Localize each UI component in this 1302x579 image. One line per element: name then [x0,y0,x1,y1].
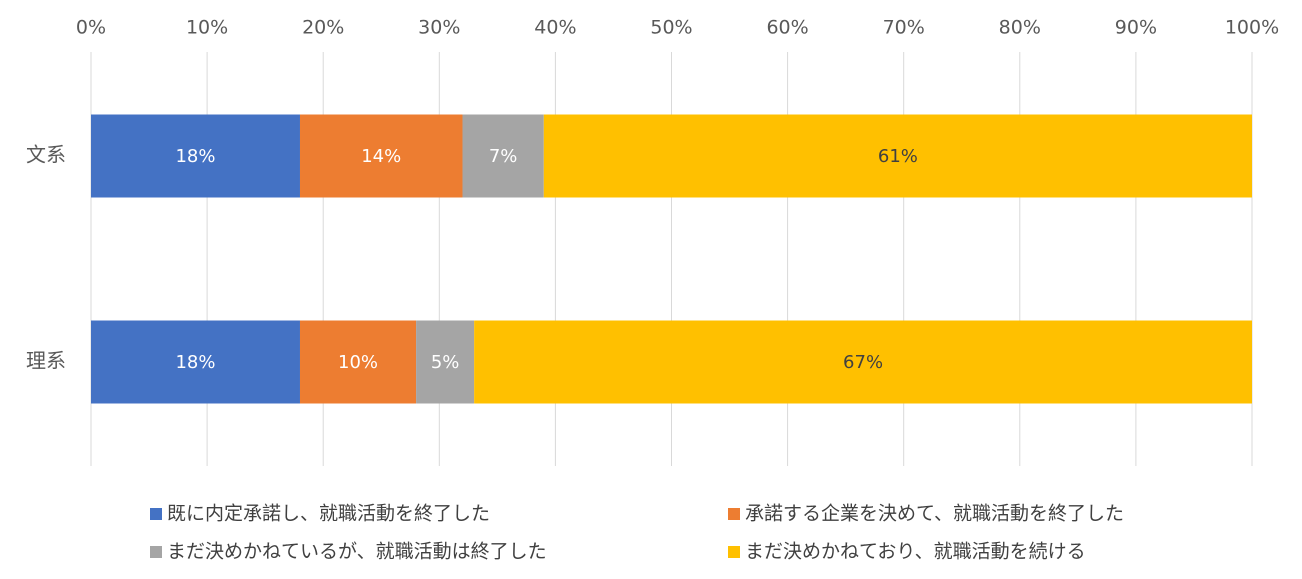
x-tick-label: 50% [650,17,692,39]
legend-swatch [728,546,740,558]
x-tick-label: 0% [76,17,106,39]
bar-segment [91,320,300,404]
bar-segment [474,320,1252,404]
x-tick-label: 80% [999,17,1041,39]
legend: 既に内定承諾し、就職活動を終了した 承諾する企業を決めて、就職活動を終了したまだ決… [150,503,1124,563]
legend-swatch [150,546,162,558]
x-tick-label: 30% [418,17,460,39]
x-tick-label: 100% [1225,17,1279,39]
category-label: 理系 [26,349,66,373]
x-tick-label: 60% [766,17,808,39]
bar-segment [91,114,300,198]
data-label: 18% [175,146,215,167]
data-label: 10% [338,352,378,373]
bar-segment [462,114,544,198]
legend-swatch [728,508,740,520]
x-axis-ticks: 0% 10% 20% 30% 40% 50% 60% 70% 80% 90% 100% [76,17,1279,39]
bar-segment [543,114,1252,198]
legend-label: まだ決めかねているが、就職活動は終了した [167,541,547,563]
x-tick-label: 40% [534,17,576,39]
gridlines [90,52,1253,466]
legend-label: 承諾する企業を決めて、就職活動を終了した [745,503,1124,525]
bar-segment [299,114,463,198]
legend-label: まだ決めかねており、就職活動を続ける [745,541,1086,563]
data-label: 5% [431,352,460,373]
legend-label: 既に内定承諾し、就職活動を終了した [167,503,490,525]
bar-segment [299,320,417,404]
category-label: 文系 [26,143,66,167]
data-label: 18% [175,352,215,373]
data-label: 7% [489,146,518,167]
x-tick-label: 10% [186,17,228,39]
data-label: 67% [843,352,883,373]
data-label: 61% [878,146,918,167]
bar-segment [416,320,475,404]
x-tick-label: 20% [302,17,344,39]
data-label: 14% [361,146,401,167]
x-tick-label: 70% [883,17,925,39]
bars: 18% 14% 7% 61% 18% 10% 5% 67% [91,114,1252,404]
legend-swatch [150,508,162,520]
x-tick-label: 90% [1115,17,1157,39]
